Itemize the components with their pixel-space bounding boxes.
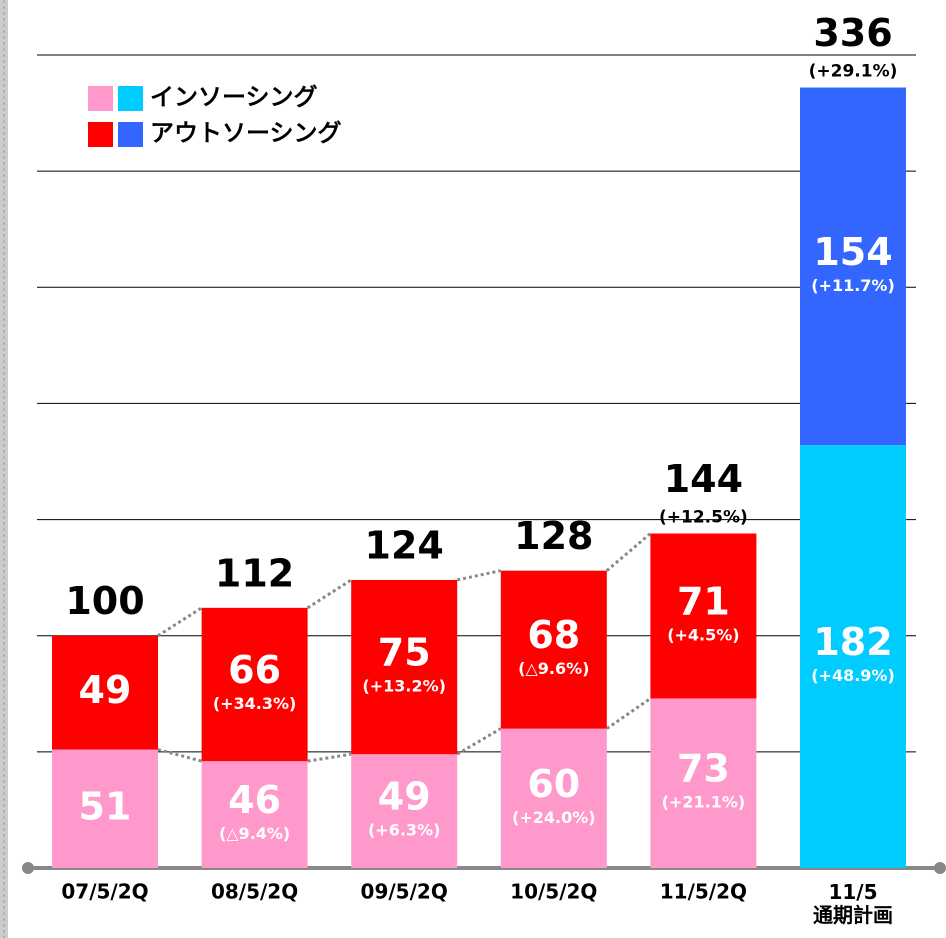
connector: [456, 727, 502, 756]
bar-segment: [52, 635, 158, 750]
total-growth-label: (+12.5%): [659, 508, 748, 528]
connector: [306, 578, 353, 610]
x-tick-label: 11/5/2Q: [660, 880, 747, 904]
segment-growth-label: (+11.7%): [811, 276, 895, 295]
bar-segment: [800, 87, 906, 446]
bar-segment: [650, 698, 757, 868]
total-label: 124: [365, 523, 444, 567]
total-label: 112: [215, 551, 294, 595]
connectors: [157, 532, 652, 763]
grid: [22, 54, 946, 874]
segment-label: 66: [228, 648, 281, 692]
bar-segment: [351, 579, 458, 755]
x-tick-label: 09/5/2Q: [361, 880, 448, 904]
legend-label: インソーシング: [150, 83, 318, 111]
segment-label: 182: [813, 620, 892, 664]
bar-segment: [650, 533, 757, 699]
bar-segment: [52, 749, 158, 868]
segment-growth-label: (+48.9%): [811, 666, 895, 685]
segment-label: 49: [378, 775, 431, 819]
bar-segment: [201, 607, 308, 762]
segment-growth-label: (+24.0%): [512, 808, 596, 827]
legend-swatch: [88, 86, 113, 111]
axis-end: [22, 862, 34, 874]
segment-label: 49: [79, 668, 132, 712]
segment-label: 60: [527, 762, 580, 806]
segment-label: 73: [677, 747, 730, 791]
legend-label: アウトソーシング: [150, 119, 342, 147]
legend-swatch: [118, 86, 143, 111]
total-label: 336: [813, 11, 892, 55]
legend-swatch: [118, 122, 143, 147]
segment-growth-label: (+4.5%): [667, 625, 739, 644]
bar-segment: [800, 445, 906, 868]
axis-end: [934, 862, 946, 874]
segment-label: 68: [527, 613, 580, 657]
connector: [605, 697, 652, 730]
segment-growth-label: (+6.3%): [368, 821, 440, 840]
connector: [456, 569, 502, 582]
connector: [157, 748, 202, 763]
legend-swatch: [88, 122, 113, 147]
segment-growth-label: (+21.1%): [662, 793, 746, 812]
connector: [157, 606, 203, 637]
bar-segment: [201, 761, 308, 868]
segment-label: 51: [79, 784, 132, 828]
segment-label: 154: [813, 230, 892, 274]
segment-label: 75: [378, 631, 431, 675]
bar-segment: [500, 728, 607, 868]
segment-growth-label: (△9.4%): [219, 824, 290, 843]
segment-label: 46: [228, 778, 281, 822]
total-label: 144: [664, 457, 743, 501]
segment-growth-label: (+34.3%): [213, 694, 297, 713]
bar-segment: [500, 570, 607, 729]
connector: [307, 752, 352, 763]
connector: [605, 532, 652, 572]
x-tick-label: 08/5/2Q: [211, 880, 298, 904]
segment-growth-label: (△9.6%): [518, 659, 589, 678]
x-tick-label: 11/5 通期計画: [813, 880, 893, 927]
total-growth-label: (+29.1%): [809, 62, 898, 82]
segment-growth-label: (+13.2%): [362, 677, 446, 696]
total-label: 128: [514, 514, 593, 558]
x-tick-label: 07/5/2Q: [61, 880, 148, 904]
segment-label: 71: [677, 579, 730, 623]
bars: 51 49 100 07/5/2Q 46 (△9.4%) 66 (+34.3%) 112 08/5…: [52, 11, 906, 927]
bar-segment: [351, 754, 458, 868]
total-label: 100: [65, 579, 144, 623]
x-tick-label: 10/5/2Q: [510, 880, 597, 904]
